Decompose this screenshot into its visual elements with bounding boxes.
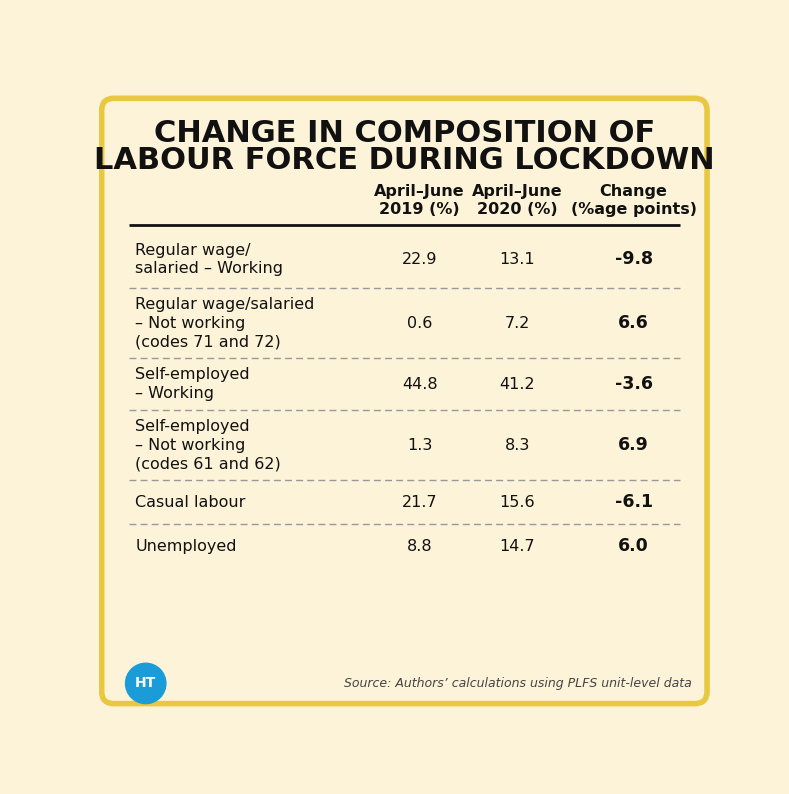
Text: Self-employed
– Working: Self-employed – Working [136, 368, 250, 401]
Text: Unemployed: Unemployed [136, 539, 237, 554]
Text: 6.9: 6.9 [619, 436, 649, 454]
Text: 41.2: 41.2 [499, 376, 535, 391]
Text: LABOUR FORCE DURING LOCKDOWN: LABOUR FORCE DURING LOCKDOWN [94, 146, 715, 175]
Text: HT: HT [135, 676, 156, 691]
Text: 13.1: 13.1 [499, 252, 535, 267]
Text: 44.8: 44.8 [402, 376, 437, 391]
Text: 15.6: 15.6 [499, 495, 535, 510]
Text: 21.7: 21.7 [402, 495, 437, 510]
Text: -9.8: -9.8 [615, 250, 653, 268]
Text: Regular wage/salaried
– Not working
(codes 71 and 72): Regular wage/salaried – Not working (cod… [136, 297, 315, 349]
Text: April–June
2019 (%): April–June 2019 (%) [374, 183, 465, 218]
Circle shape [125, 663, 166, 703]
Text: Self-employed
– Not working
(codes 61 and 62): Self-employed – Not working (codes 61 an… [136, 419, 281, 472]
Text: 14.7: 14.7 [499, 539, 535, 554]
Text: Casual labour: Casual labour [136, 495, 245, 510]
Text: April–June
2020 (%): April–June 2020 (%) [472, 183, 563, 218]
Text: 8.8: 8.8 [407, 539, 432, 554]
Text: 1.3: 1.3 [407, 437, 432, 453]
Text: -6.1: -6.1 [615, 493, 653, 511]
Text: 0.6: 0.6 [407, 315, 432, 330]
Text: Regular wage/
salaried – Working: Regular wage/ salaried – Working [136, 243, 283, 276]
Text: 6.6: 6.6 [619, 314, 649, 332]
Text: Change
(%age points): Change (%age points) [570, 183, 697, 218]
Text: Source: Authors’ calculations using PLFS unit-level data: Source: Authors’ calculations using PLFS… [344, 677, 692, 690]
Text: CHANGE IN COMPOSITION OF: CHANGE IN COMPOSITION OF [154, 118, 655, 148]
Text: 7.2: 7.2 [505, 315, 530, 330]
FancyBboxPatch shape [102, 98, 707, 703]
Text: 6.0: 6.0 [619, 538, 649, 556]
Text: -3.6: -3.6 [615, 375, 653, 393]
Text: 22.9: 22.9 [402, 252, 437, 267]
Text: 8.3: 8.3 [505, 437, 530, 453]
